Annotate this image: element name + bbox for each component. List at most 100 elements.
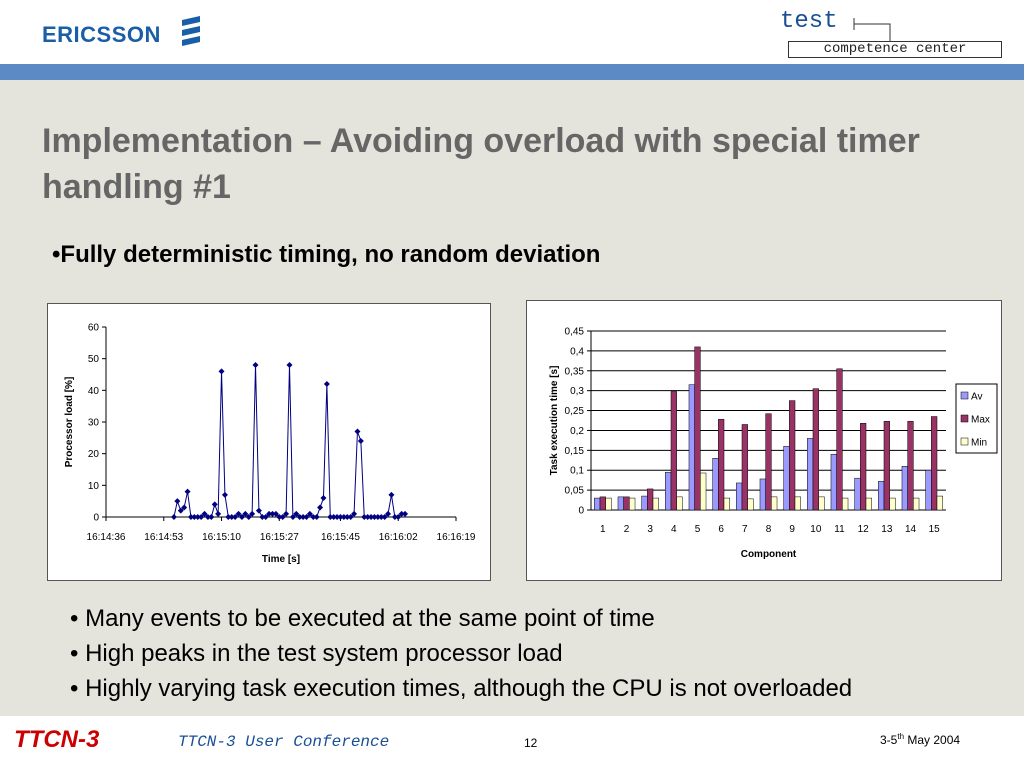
bar (629, 497, 636, 511)
data-point (286, 362, 293, 368)
data-point (364, 514, 371, 520)
data-point (357, 438, 364, 444)
data-point (221, 491, 228, 498)
bar (599, 496, 606, 511)
data-point (289, 514, 296, 520)
bar (812, 388, 819, 511)
x-tick-label: 13 (881, 524, 893, 535)
x-tick-label: 16:16:19 (437, 532, 476, 543)
data-point (334, 514, 341, 520)
data-point (245, 514, 252, 520)
bar (718, 419, 725, 511)
bullet: • High peaks in the test system processo… (70, 640, 563, 667)
x-tick-label: 6 (718, 524, 724, 535)
logo: ERICSSON (42, 22, 161, 47)
data-point (306, 510, 313, 517)
x-tick-label: 2 (624, 524, 630, 535)
data-point (228, 514, 235, 520)
x-tick-label: 12 (858, 524, 870, 535)
bar (665, 471, 672, 511)
bar (652, 497, 659, 511)
data-point (262, 514, 269, 520)
data-point (323, 381, 330, 387)
data-point (381, 514, 388, 520)
x-tick-label: 16:15:10 (202, 532, 241, 543)
data-point (347, 514, 354, 520)
bar (670, 391, 677, 511)
bar (759, 478, 766, 511)
data-point (354, 428, 361, 435)
y-tick-label: 0,3 (570, 386, 584, 397)
data-point (337, 514, 344, 520)
legend-swatch (960, 437, 969, 446)
bar (736, 482, 743, 511)
data-point (344, 514, 351, 520)
bar (789, 400, 796, 511)
data-point (238, 514, 245, 520)
bar (836, 368, 843, 511)
y-tick-label: 0,1 (570, 466, 584, 477)
x-tick-label: 4 (671, 524, 677, 535)
data-point (215, 510, 222, 517)
data-point (194, 514, 201, 520)
x-tick-label: 9 (789, 524, 795, 535)
data-point (170, 514, 177, 520)
data-point (177, 507, 184, 514)
y-tick-label: 10 (88, 481, 100, 492)
date-sup: th (897, 732, 905, 741)
data-point (255, 507, 262, 514)
data-point (204, 514, 211, 520)
data-point (320, 495, 327, 501)
data-point (269, 510, 276, 517)
data-point (181, 504, 188, 511)
bar (860, 423, 867, 511)
bar (712, 458, 719, 511)
legend-label: Max (971, 415, 990, 426)
legend-label: Min (971, 438, 987, 449)
footer (0, 716, 1024, 768)
header-band (0, 64, 1024, 80)
data-point (385, 510, 392, 517)
y-tick-label: 40 (88, 386, 100, 397)
x-axis-label: Component (741, 549, 797, 560)
footer-conference: TTCN-3 User Conference (178, 733, 390, 751)
y-tick-label: 60 (88, 323, 100, 334)
bar (641, 495, 648, 511)
bar (623, 496, 630, 511)
bar (854, 477, 861, 511)
data-point (174, 498, 181, 505)
data-point (388, 491, 395, 498)
bar (747, 498, 754, 511)
data-point (391, 514, 398, 520)
bar (723, 497, 730, 511)
y-tick-label: 20 (88, 449, 100, 460)
bar (889, 497, 896, 511)
data-point (340, 514, 347, 520)
y-axis-label: Processor load [%] (64, 377, 75, 468)
x-tick-label: 5 (695, 524, 701, 535)
data-point (371, 514, 378, 520)
x-tick-label: 16:14:53 (144, 532, 183, 543)
data-point (252, 362, 259, 368)
bar (931, 416, 938, 511)
bar (794, 496, 801, 511)
bar (913, 497, 920, 511)
y-axis-label: Task execution time [s] (549, 366, 560, 476)
bar (901, 465, 908, 511)
data-point (191, 514, 198, 520)
legend-swatch (960, 391, 969, 400)
data-point (259, 514, 266, 520)
badge-bottom: competence center (788, 41, 1002, 58)
bar (676, 496, 683, 511)
y-tick-label: 0 (93, 513, 99, 524)
badge-connector (853, 18, 891, 41)
slide-title: Implementation – Avoiding overload with … (42, 122, 920, 206)
footer-brand: TTCN-3 (14, 726, 100, 753)
bar (765, 413, 772, 511)
data-point (272, 510, 279, 517)
bar (830, 454, 837, 511)
bar (818, 496, 825, 511)
y-tick-label: 0,25 (565, 406, 585, 417)
bullet: • Many events to be executed at the same… (70, 605, 655, 632)
data-point (232, 514, 239, 520)
